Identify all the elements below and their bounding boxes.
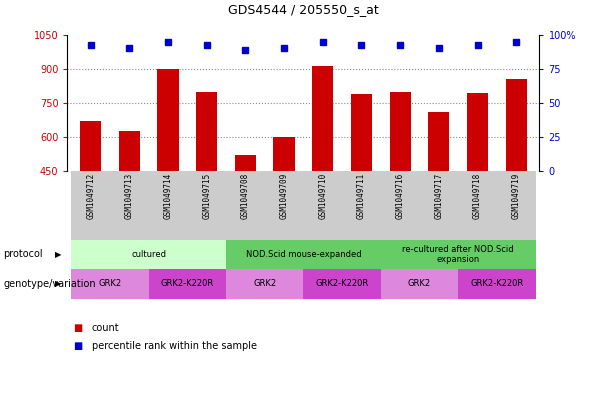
Bar xyxy=(303,269,381,299)
Bar xyxy=(303,171,342,240)
Bar xyxy=(506,79,527,171)
Text: GSM1049719: GSM1049719 xyxy=(512,173,520,219)
Text: GSM1049718: GSM1049718 xyxy=(473,173,482,219)
Text: NOD.Scid mouse-expanded: NOD.Scid mouse-expanded xyxy=(246,250,361,259)
Bar xyxy=(381,171,419,240)
Bar xyxy=(80,121,101,171)
Bar xyxy=(71,171,110,240)
Bar xyxy=(389,92,411,171)
Text: GRK2-K220R: GRK2-K220R xyxy=(161,279,214,288)
Text: GSM1049715: GSM1049715 xyxy=(202,173,211,219)
Text: GSM1049713: GSM1049713 xyxy=(125,173,134,219)
Text: ■: ■ xyxy=(74,341,83,351)
Bar xyxy=(71,269,149,299)
Bar xyxy=(149,269,226,299)
Text: GSM1049712: GSM1049712 xyxy=(86,173,95,219)
Text: GRK2: GRK2 xyxy=(99,279,121,288)
Text: GSM1049710: GSM1049710 xyxy=(318,173,327,219)
Text: cultured: cultured xyxy=(131,250,166,259)
Bar xyxy=(381,269,458,299)
Bar xyxy=(196,92,218,171)
Text: GSM1049708: GSM1049708 xyxy=(241,173,250,219)
Text: protocol: protocol xyxy=(3,250,43,259)
Text: GSM1049717: GSM1049717 xyxy=(435,173,443,219)
Text: ▶: ▶ xyxy=(55,279,61,288)
Bar xyxy=(226,171,265,240)
Text: ■: ■ xyxy=(74,323,83,333)
Bar xyxy=(226,269,303,299)
Text: GSM1049716: GSM1049716 xyxy=(395,173,405,219)
Bar xyxy=(419,171,458,240)
Text: GRK2-K220R: GRK2-K220R xyxy=(316,279,369,288)
Bar xyxy=(119,131,140,171)
Bar xyxy=(351,94,372,171)
Text: GSM1049709: GSM1049709 xyxy=(280,173,289,219)
Bar xyxy=(381,240,536,269)
Bar xyxy=(265,171,303,240)
Text: percentile rank within the sample: percentile rank within the sample xyxy=(92,341,257,351)
Bar xyxy=(273,137,295,171)
Bar xyxy=(226,240,381,269)
Bar xyxy=(158,69,178,171)
Text: GSM1049714: GSM1049714 xyxy=(164,173,172,219)
Bar xyxy=(71,240,226,269)
Text: genotype/variation: genotype/variation xyxy=(3,279,96,289)
Bar xyxy=(110,171,149,240)
Bar xyxy=(458,171,497,240)
Bar xyxy=(149,171,188,240)
Bar xyxy=(428,112,449,171)
Text: re-cultured after NOD.Scid
expansion: re-cultured after NOD.Scid expansion xyxy=(402,245,514,264)
Text: ▶: ▶ xyxy=(55,250,61,259)
Text: GSM1049711: GSM1049711 xyxy=(357,173,366,219)
Text: GRK2: GRK2 xyxy=(408,279,431,288)
Bar xyxy=(342,171,381,240)
Text: GRK2: GRK2 xyxy=(253,279,276,288)
Bar xyxy=(312,66,333,171)
Text: GRK2-K220R: GRK2-K220R xyxy=(470,279,524,288)
Bar xyxy=(235,155,256,171)
Bar xyxy=(458,269,536,299)
Bar xyxy=(188,171,226,240)
Bar xyxy=(497,171,536,240)
Bar xyxy=(467,93,488,171)
Text: count: count xyxy=(92,323,120,333)
Text: GDS4544 / 205550_s_at: GDS4544 / 205550_s_at xyxy=(228,3,379,16)
